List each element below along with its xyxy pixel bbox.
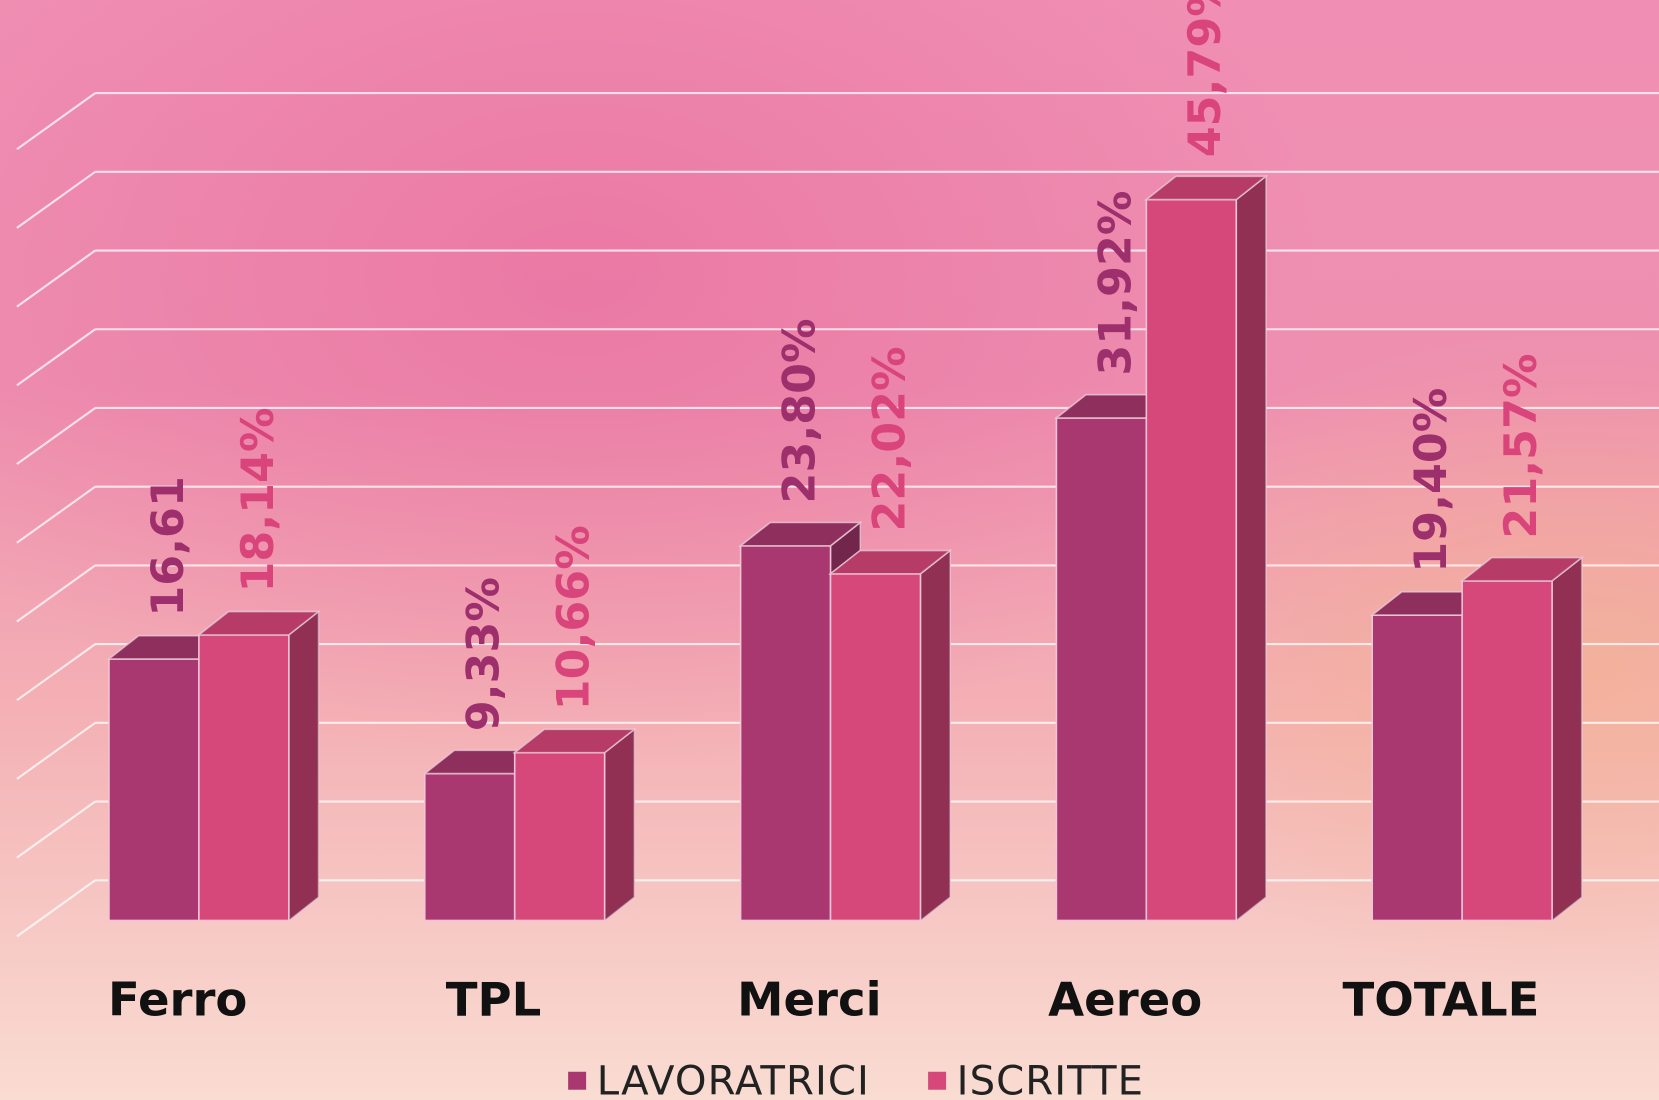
bar-side-shade xyxy=(1236,176,1266,921)
bar-top-shade xyxy=(1462,557,1582,581)
value-label: 45,79% xyxy=(1180,0,1231,157)
bar-front xyxy=(423,772,516,922)
grid-diagonal xyxy=(16,170,96,229)
grid-diagonal xyxy=(16,643,96,702)
bar xyxy=(1144,174,1269,923)
grid-diagonal xyxy=(16,564,96,623)
bar-front xyxy=(1055,417,1148,922)
grid-diagonal xyxy=(16,485,96,544)
bar-top xyxy=(828,549,953,575)
grid-diagonal xyxy=(16,249,96,308)
value-label: 22,02% xyxy=(864,346,915,531)
x-tick-label: Ferro xyxy=(108,972,247,1026)
bar-top-shade xyxy=(514,729,635,753)
legend-label: LAVORATRICI xyxy=(597,1058,870,1100)
grid-diagonal xyxy=(16,328,96,387)
bar-top xyxy=(738,521,863,547)
bar-top-shade xyxy=(830,550,951,574)
legend-swatch xyxy=(568,1071,587,1090)
bar-top xyxy=(1144,175,1269,201)
bar-front xyxy=(513,751,606,922)
bar-front xyxy=(829,573,922,922)
bar-top xyxy=(1459,556,1585,582)
bar-side-shade xyxy=(604,729,635,921)
value-label: 31,92% xyxy=(1090,191,1141,376)
value-label: 21,57% xyxy=(1496,354,1547,539)
grid-diagonal xyxy=(16,800,96,859)
bar-front xyxy=(1461,580,1553,922)
bar-side-shade xyxy=(288,611,319,921)
bar xyxy=(196,609,321,923)
bar xyxy=(828,548,953,923)
x-tick-label: TOTALE xyxy=(1343,972,1540,1026)
plot: 16,61 18,14% Ferro 9,33% 10,66% TPL 23,80% 22,0… xyxy=(16,0,1659,1100)
x-tick-label: Merci xyxy=(737,972,881,1026)
bar-top-shade xyxy=(198,611,319,635)
bar-front xyxy=(108,658,200,922)
grid-diagonal xyxy=(16,721,96,780)
grid-diagonal xyxy=(16,407,96,465)
bar-side-shade xyxy=(1552,557,1582,921)
bar-top xyxy=(512,728,637,754)
grid-diagonal xyxy=(16,879,96,938)
value-label: 19,40% xyxy=(1406,388,1457,573)
bar-front xyxy=(1371,614,1463,922)
bar-front xyxy=(739,544,832,922)
value-label: 16,61 xyxy=(143,476,194,617)
bar-side-shade xyxy=(920,550,951,921)
bar xyxy=(512,727,637,923)
bar-top-shade xyxy=(1146,176,1266,200)
x-tick-label: Aereo xyxy=(1048,972,1202,1026)
grid-diagonal xyxy=(16,92,96,151)
bar-front xyxy=(1145,198,1238,922)
bar-top-shade xyxy=(740,522,861,546)
bar xyxy=(1459,555,1585,923)
value-label: 10,66% xyxy=(549,525,600,710)
legend-swatch xyxy=(928,1071,947,1090)
value-label: 18,14% xyxy=(233,408,284,593)
value-label: 9,33% xyxy=(459,577,510,731)
bar-top xyxy=(196,610,321,636)
value-label: 23,80% xyxy=(774,318,825,503)
x-tick-label: TPL xyxy=(446,972,542,1026)
legend-label: ISCRITTE xyxy=(957,1058,1144,1100)
bar-front xyxy=(198,634,290,922)
